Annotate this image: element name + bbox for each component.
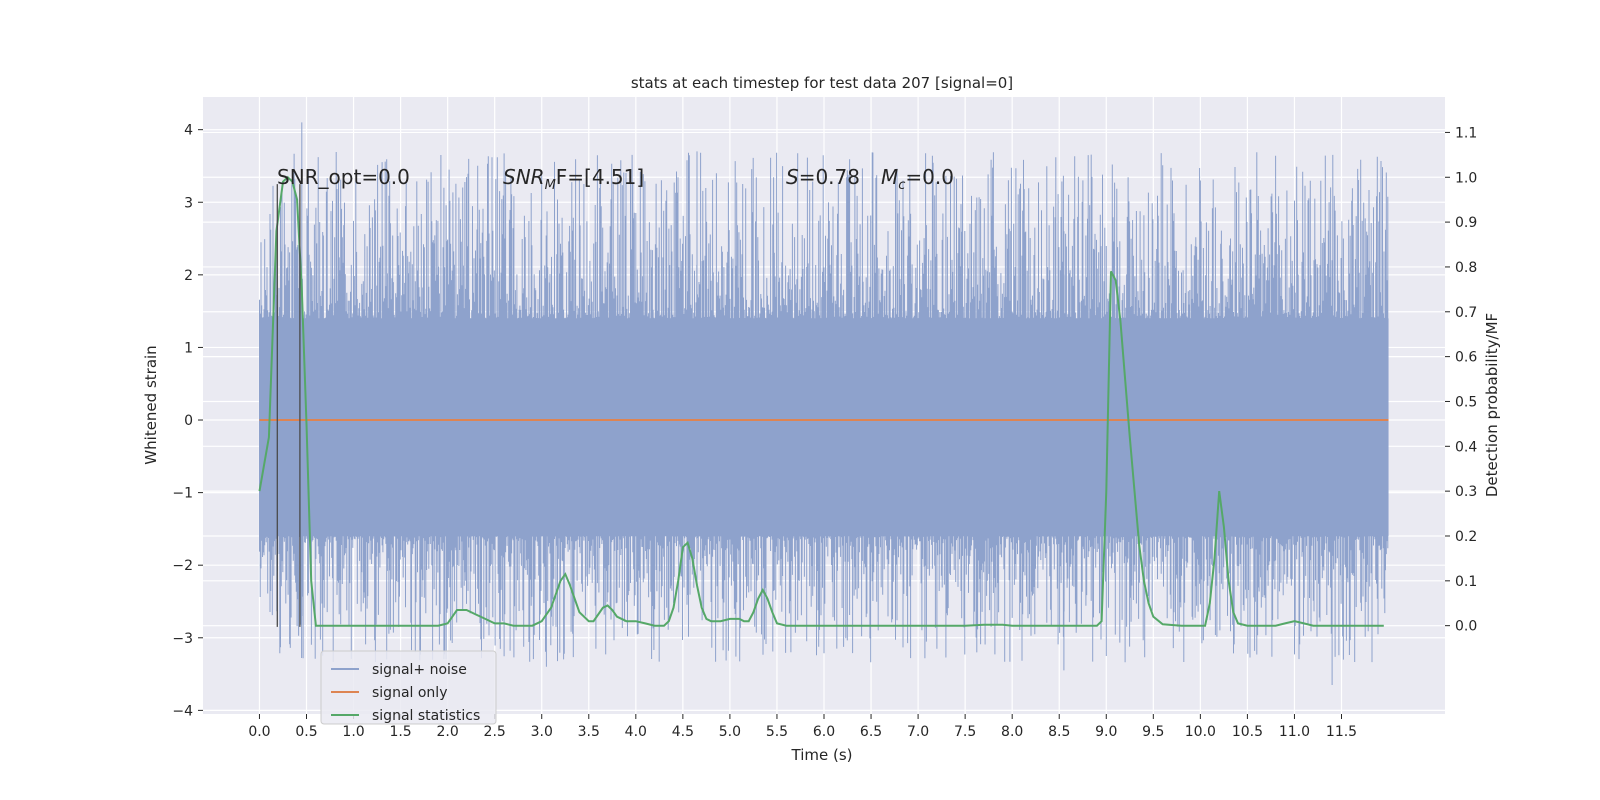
chart-title: stats at each timestep for test data 207… — [631, 74, 1013, 92]
x-tick-label: 9.5 — [1142, 724, 1164, 740]
x-tick-label: 0.0 — [248, 724, 270, 740]
y-axis-label-left: Whitened strain — [142, 345, 160, 464]
y-left-tick-label: 4 — [184, 123, 193, 139]
noise-series — [259, 122, 1389, 685]
y-right-tick-label: 0.3 — [1455, 484, 1477, 500]
x-tick-label: 4.0 — [625, 724, 647, 740]
x-tick-label: 8.0 — [1001, 724, 1023, 740]
axes: 0.0 0.5 1.0 1.5 2.0 2.5 3.0 3.5 4.0 4.5 5.0 5.5 6.0 6… — [172, 123, 1477, 740]
x-tick-label: 4.5 — [672, 724, 694, 740]
y-axis-label-right: Detection probability/MF — [1483, 313, 1501, 497]
x-tick-label: 3.0 — [531, 724, 553, 740]
x-tick-label: 9.0 — [1095, 724, 1117, 740]
snr-mf-symbol: SNR — [503, 165, 545, 189]
y-right-tick-label: 0.5 — [1455, 394, 1477, 410]
y-left-tick-label: −2 — [172, 558, 193, 574]
legend-label: signal only — [372, 685, 447, 701]
y-right-tick-label: 0.8 — [1455, 260, 1477, 276]
x-tick-label: 10.0 — [1185, 724, 1216, 740]
s-value: =0.78 — [799, 165, 860, 189]
y-right-tick-label: 0.4 — [1455, 439, 1477, 455]
x-tick-label: 7.5 — [954, 724, 976, 740]
mc-value: =0.0 — [905, 165, 954, 189]
x-tick-label: 10.5 — [1232, 724, 1263, 740]
x-tick-label: 11.5 — [1326, 724, 1357, 740]
x-tick-label: 7.0 — [907, 724, 929, 740]
series-line-signal-statistics — [258, 175, 1384, 627]
y-right-tick-label: 0.7 — [1455, 305, 1477, 321]
y-left-tick-label: −1 — [172, 486, 193, 502]
x-tick-label: 8.5 — [1048, 724, 1070, 740]
legend-label: signal+ noise — [372, 662, 467, 678]
x-tick-label: 2.5 — [484, 724, 506, 740]
legend-box — [320, 650, 497, 725]
x-tick-label: 5.5 — [766, 724, 788, 740]
x-tick-label: 6.0 — [813, 724, 835, 740]
y-right-tick-label: 1.0 — [1455, 170, 1477, 186]
y-left-tick-label: −4 — [172, 703, 193, 719]
x-tick-label: 3.5 — [578, 724, 600, 740]
y-right-tick-label: 0.9 — [1455, 215, 1477, 231]
y-left-tick-label: 2 — [184, 268, 193, 284]
s-symbol: S — [786, 165, 799, 189]
x-tick-label: 11.0 — [1279, 724, 1310, 740]
snr-mf-subscript: M — [545, 178, 556, 193]
y-left-tick-label: 0 — [184, 413, 193, 429]
mc-subscript: c — [898, 178, 905, 193]
y-right-tick-label: 0.2 — [1455, 529, 1477, 545]
y-right-tick-label: 0.6 — [1455, 350, 1477, 366]
snr-mf-annotation: SNRMF=[4.51] — [503, 165, 644, 193]
x-tick-label: 6.5 — [860, 724, 882, 740]
x-tick-label: 5.0 — [719, 724, 741, 740]
noise-spikes — [259, 122, 1389, 685]
y-right-tick-label: 0.0 — [1455, 619, 1477, 635]
y-left-tick-label: −3 — [172, 631, 193, 647]
y-left-tick-label: 1 — [184, 340, 193, 356]
x-tick-label: 1.5 — [389, 724, 411, 740]
y-right-tick-label: 0.1 — [1455, 574, 1477, 590]
mc-annotation: Mc=0.0 — [881, 165, 954, 193]
x-tick-label: 1.0 — [342, 724, 364, 740]
legend: signal+ noise signal only signal statistic… — [320, 650, 497, 725]
series-lines — [258, 175, 1389, 627]
snr-mf-value: F=[4.51] — [556, 165, 644, 189]
y-right-tick-label: 1.1 — [1455, 125, 1477, 141]
mc-symbol: M — [881, 165, 898, 189]
snr-opt-annotation: SNR_opt=0.0 — [277, 165, 410, 189]
x-axis-label: Time (s) — [791, 746, 853, 764]
x-tick-label: 2.0 — [437, 724, 459, 740]
legend-label: signal statistics — [372, 708, 480, 724]
x-tick-label: 0.5 — [295, 724, 317, 740]
y-left-tick-label: 3 — [184, 195, 193, 211]
s-annotation: S=0.78 — [786, 165, 860, 189]
